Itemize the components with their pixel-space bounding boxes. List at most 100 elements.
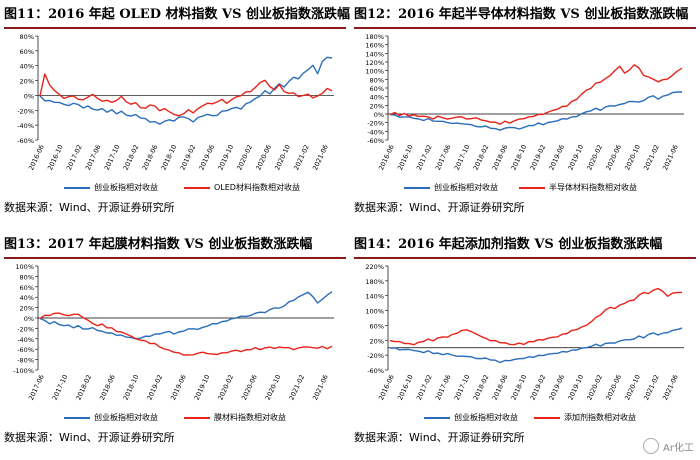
legend-swatch bbox=[519, 186, 545, 189]
y-tick-label: -40% bbox=[17, 122, 34, 130]
x-tick-label: 2016-06 bbox=[377, 143, 396, 171]
x-tick-label: 2017-10 bbox=[453, 373, 472, 401]
y-tick-label: -20% bbox=[17, 325, 34, 333]
x-tick-label: 2016-10 bbox=[396, 143, 415, 171]
x-tick-label: 2021-02 bbox=[292, 143, 311, 171]
x-tick-label: 2016-10 bbox=[46, 143, 65, 171]
title-divider bbox=[354, 27, 696, 29]
y-tick-label: -20% bbox=[367, 120, 384, 128]
x-tick-label: 2019-02 bbox=[179, 143, 198, 171]
legend-item-blue: 创业板指相对收益 bbox=[64, 412, 158, 423]
x-tick-label: 2017-10 bbox=[453, 143, 472, 171]
y-tick-label: 180% bbox=[365, 278, 384, 286]
legend-item-red: 膜材料指数相对收益 bbox=[184, 412, 286, 423]
x-tick-label: 2020-06 bbox=[254, 143, 273, 171]
x-tick-label: 2018-06 bbox=[98, 373, 117, 401]
chart-legend: 创业板指相对收益 半导体材料指数相对收益 bbox=[354, 182, 696, 196]
x-tick-label: 2020-06 bbox=[240, 373, 259, 401]
title-divider bbox=[4, 257, 346, 259]
x-tick-label: 2018-02 bbox=[122, 143, 141, 171]
chart-panel-fig12: 图12：2016 年起半导体材料指数 VS 创业板指数涨跌幅 180% 160% 1… bbox=[354, 4, 696, 219]
x-tick-label: 2021-02 bbox=[287, 373, 306, 401]
series-line-blue bbox=[39, 56, 333, 125]
x-tick-label: 2020-02 bbox=[585, 373, 604, 401]
y-tick-label: 20% bbox=[370, 102, 384, 110]
chart-legend: 创业板指相对收益 膜材料指数相对收益 bbox=[4, 412, 346, 426]
legend-swatch bbox=[184, 186, 210, 189]
y-tick-label: 0% bbox=[24, 315, 34, 323]
source-note: 数据来源：Wind、开源证券研究所 bbox=[4, 201, 175, 214]
x-tick-label: 2020-10 bbox=[264, 373, 283, 401]
x-tick-label: 2018-02 bbox=[472, 373, 491, 401]
chart-legend: 创业板指相对收益 添加剂指数相对收益 bbox=[354, 412, 696, 426]
y-tick-label: 40% bbox=[370, 94, 384, 102]
y-tick-label: -40% bbox=[367, 128, 384, 136]
chart-panel-fig13: 图13：2017 年起膜材料指数 VS 创业板指数涨跌幅 100% 80% 60% 4… bbox=[4, 234, 346, 449]
y-tick-label: 60% bbox=[20, 284, 34, 292]
x-tick-label: 2019-02 bbox=[145, 373, 164, 401]
y-tick-label: 220% bbox=[365, 263, 384, 271]
y-tick-label: -20% bbox=[17, 107, 34, 115]
chart-panel-fig14: 图14：2016 年起添加剂指数 VS 创业板指数涨跌幅 220% 180% 140… bbox=[354, 234, 696, 449]
series-line-blue bbox=[389, 91, 682, 131]
x-tick-label: 2016-06 bbox=[377, 373, 396, 401]
y-tick-label: 60% bbox=[370, 322, 384, 330]
legend-swatch bbox=[424, 416, 450, 419]
x-tick-label: 2017-02 bbox=[415, 373, 434, 401]
y-tick-label: 120% bbox=[365, 59, 384, 67]
chart-panel-fig11: 图11：2016 年起 OLED 材料指数 VS 创业板指数涨跌幅 80% 60%… bbox=[4, 4, 350, 219]
line-chart: 220%180%140%100%60%20%-20%-60%2016-06 201… bbox=[365, 263, 684, 401]
series-line-red bbox=[389, 287, 683, 346]
x-tick-label: 2017-02 bbox=[65, 143, 84, 171]
y-tick-label: 80% bbox=[370, 76, 384, 84]
y-tick-label: 100% bbox=[15, 263, 34, 271]
y-tick-label: 20% bbox=[20, 305, 34, 313]
series-line-red bbox=[39, 312, 333, 356]
watermark: Ar化工 bbox=[643, 438, 694, 454]
y-tick-label: -100% bbox=[13, 367, 34, 375]
source-note: 数据来源：Wind、开源证券研究所 bbox=[4, 431, 175, 444]
legend-label: 创业板指相对收益 bbox=[94, 183, 158, 192]
legend-label: 半导体材料指数相对收益 bbox=[549, 183, 637, 192]
x-tick-label: 2016-10 bbox=[396, 373, 415, 401]
legend-label: 膜材料指数相对收益 bbox=[214, 413, 286, 422]
x-tick-label: 2020-06 bbox=[604, 373, 623, 401]
y-tick-label: -60% bbox=[367, 367, 384, 375]
legend-item-blue: 创业板指相对收益 bbox=[404, 182, 498, 193]
x-tick-label: 2017-10 bbox=[51, 373, 70, 401]
wechat-icon bbox=[643, 438, 660, 454]
x-tick-label: 2021-02 bbox=[642, 143, 661, 171]
x-tick-label: 2017-10 bbox=[103, 143, 122, 171]
x-tick-label: 2019-10 bbox=[566, 373, 585, 401]
series-line-blue bbox=[39, 291, 333, 340]
x-tick-label: 2019-06 bbox=[547, 373, 566, 401]
legend-label: 创业板指相对收益 bbox=[454, 413, 518, 422]
x-tick-label: 2018-10 bbox=[160, 143, 179, 171]
y-tick-label: -80% bbox=[17, 357, 34, 365]
x-tick-label: 2021-06 bbox=[311, 373, 330, 401]
y-tick-label: 20% bbox=[20, 78, 34, 86]
x-tick-label: 2019-02 bbox=[529, 373, 548, 401]
chart-title: 图14：2016 年起添加剂指数 VS 创业板指数涨跌幅 bbox=[354, 237, 663, 252]
series-line-red bbox=[39, 73, 333, 117]
x-tick-label: 2018-10 bbox=[510, 143, 529, 171]
y-tick-label: -60% bbox=[367, 137, 384, 145]
chart-legend: 创业板指相对收益 OLED材料指数相对收益 bbox=[4, 182, 346, 196]
legend-item-red: 添加剂指数相对收益 bbox=[534, 412, 636, 423]
series-line-blue bbox=[389, 327, 683, 364]
x-tick-label: 2021-06 bbox=[661, 373, 680, 401]
x-tick-label: 2020-10 bbox=[623, 143, 642, 171]
x-tick-label: 2017-02 bbox=[415, 143, 434, 171]
y-tick-label: 60% bbox=[370, 85, 384, 93]
x-tick-label: 2018-02 bbox=[74, 373, 93, 401]
title-divider bbox=[4, 27, 346, 29]
series-line-red bbox=[389, 64, 683, 125]
x-tick-label: 2020-02 bbox=[216, 373, 235, 401]
x-tick-label: 2018-10 bbox=[122, 373, 141, 401]
y-tick-label: -60% bbox=[17, 137, 34, 145]
watermark-text: Ar化工 bbox=[663, 442, 694, 454]
legend-item-blue: 创业板指相对收益 bbox=[424, 412, 518, 423]
x-tick-label: 2019-10 bbox=[216, 143, 235, 171]
y-tick-label: 80% bbox=[20, 273, 34, 281]
x-tick-label: 2019-10 bbox=[566, 143, 585, 171]
